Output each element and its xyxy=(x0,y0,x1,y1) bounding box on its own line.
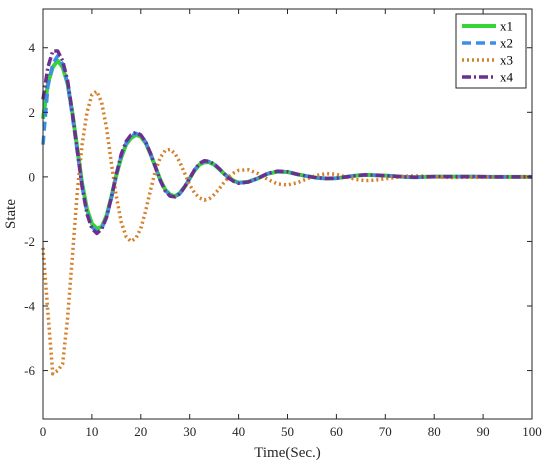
y-tick-label: 4 xyxy=(29,40,36,55)
y-tick-label: -6 xyxy=(24,363,35,378)
x-axis-label: Time(Sec.) xyxy=(254,445,321,461)
x-tick-label: 10 xyxy=(85,424,98,439)
y-tick-label: -2 xyxy=(24,234,35,249)
legend: x1 x2 x3 x4 xyxy=(455,13,527,89)
x-tick-label: 20 xyxy=(134,424,147,439)
x-tick-label: 60 xyxy=(330,424,343,439)
x-tick-label: 90 xyxy=(477,424,490,439)
x-tick-label: 70 xyxy=(379,424,392,439)
y-tick-label: 0 xyxy=(29,169,36,184)
y-tick-label: 2 xyxy=(29,105,36,120)
legend-label-x4: x4 xyxy=(500,70,514,85)
plot-area xyxy=(41,49,532,376)
series-line-x3 xyxy=(41,89,532,376)
axes: 0 10 20 30 40 50 60 70 80 90 100 -6 -4 -2 0 2 4 xyxy=(24,8,542,439)
x-tick-label: 30 xyxy=(183,424,196,439)
y-axis-label: State xyxy=(3,199,19,229)
series-line-x4 xyxy=(41,49,532,236)
x-tick-label: 80 xyxy=(428,424,441,439)
x-tick-label: 0 xyxy=(40,424,47,439)
x-tick-label: 100 xyxy=(522,424,542,439)
legend-label-x2: x2 xyxy=(500,36,513,51)
x-tick-label: 50 xyxy=(281,424,294,439)
legend-label-x1: x1 xyxy=(500,19,513,34)
legend-label-x3: x3 xyxy=(500,53,513,68)
y-tick-label: -4 xyxy=(24,299,35,314)
x-tick-label: 40 xyxy=(232,424,245,439)
